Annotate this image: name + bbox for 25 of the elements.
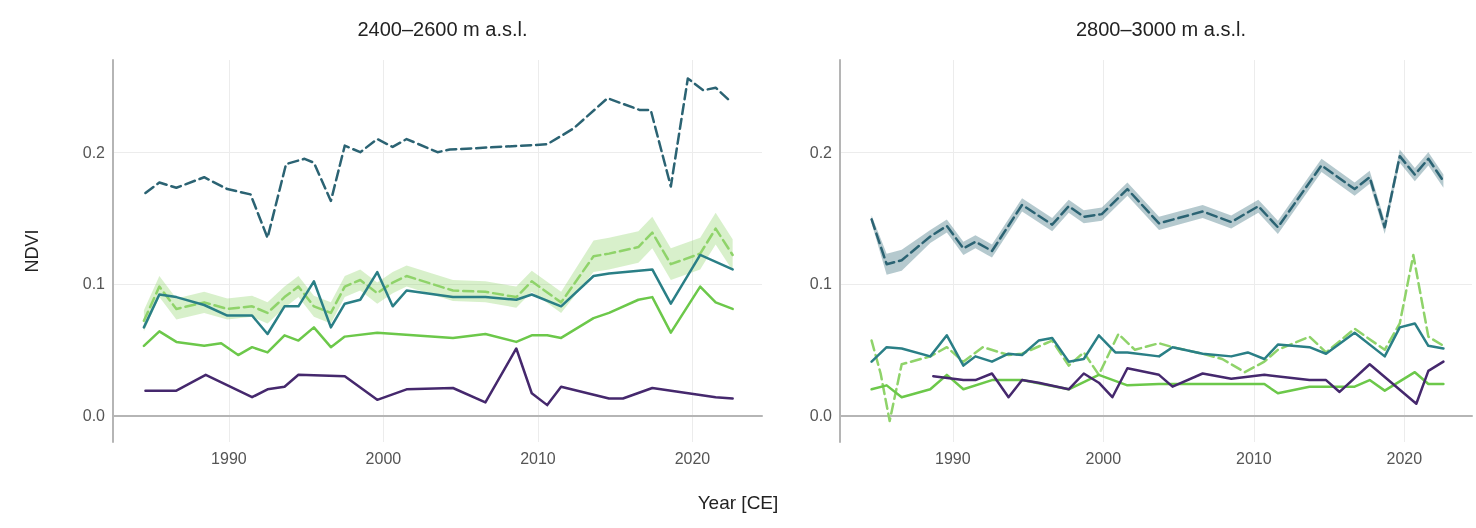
y-tick-label: 0.0 bbox=[82, 407, 106, 425]
x-axis-title: Year [CE] bbox=[696, 492, 780, 514]
line-series bbox=[870, 253, 1445, 423]
chart-title: 2400–2600 m a.s.l. bbox=[357, 18, 528, 40]
chart-title: 2800–3000 m a.s.l. bbox=[1075, 18, 1247, 40]
line-series bbox=[144, 347, 734, 407]
x-tick-label: 2020 bbox=[674, 449, 711, 467]
y-tick-label: 0.1 bbox=[82, 275, 106, 293]
line-series bbox=[142, 253, 734, 336]
x-tick-label: 2010 bbox=[1236, 449, 1272, 467]
y-tick-label: 0.1 bbox=[809, 275, 833, 293]
y-tick-label: 0.2 bbox=[82, 143, 106, 161]
y-tick-label: 0.0 bbox=[809, 407, 833, 425]
x-tick-label: 2000 bbox=[365, 449, 402, 467]
line-series bbox=[932, 360, 1445, 406]
line-series bbox=[142, 227, 734, 323]
y-axis-title: NDVI bbox=[22, 229, 42, 273]
x-tick-label: 2000 bbox=[1085, 449, 1122, 467]
x-tick-label: 2010 bbox=[520, 449, 556, 467]
x-tick-label: 1990 bbox=[935, 449, 971, 467]
y-tick-label: 0.2 bbox=[809, 143, 833, 161]
x-tick-label: 1990 bbox=[211, 449, 247, 467]
line-series bbox=[142, 285, 734, 357]
line-series bbox=[870, 322, 1445, 367]
x-tick-label: 2020 bbox=[1386, 449, 1423, 467]
